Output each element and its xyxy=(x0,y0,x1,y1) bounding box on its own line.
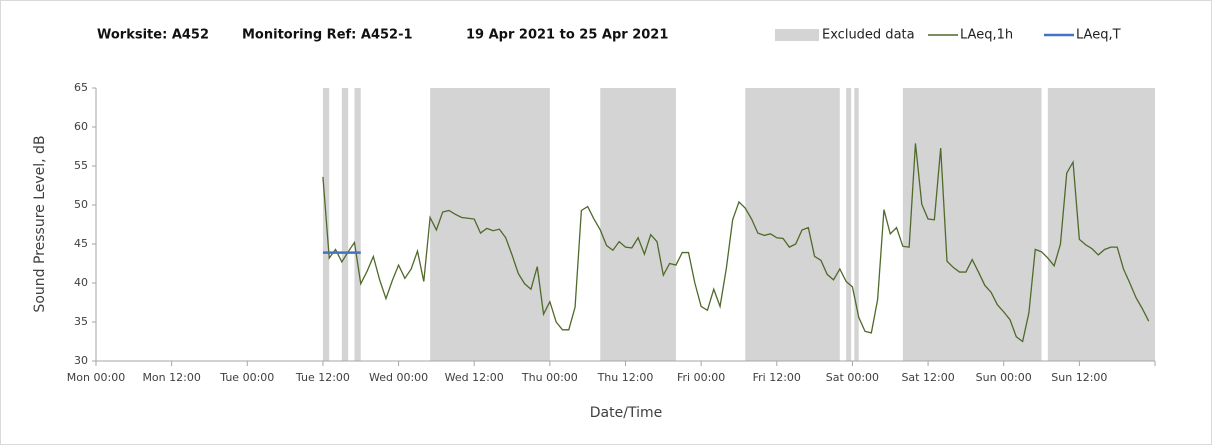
legend-swatch xyxy=(775,29,819,41)
excluded-band xyxy=(854,88,859,361)
x-tick-label: Mon 00:00 xyxy=(67,371,125,384)
x-tick-label: Tue 12:00 xyxy=(295,371,350,384)
legend-label: LAeq,T xyxy=(1076,28,1121,43)
y-tick-label: 45 xyxy=(74,237,88,250)
title-dates: 19 Apr 2021 to 25 Apr 2021 xyxy=(466,28,668,43)
y-tick-label: 60 xyxy=(74,120,88,133)
excluded-band xyxy=(600,88,676,361)
x-tick-label: Sat 12:00 xyxy=(901,371,954,384)
title-worksite: Worksite: A452 xyxy=(97,28,209,43)
x-axis-label: Date/Time xyxy=(590,405,662,421)
y-tick-label: 40 xyxy=(74,276,88,289)
title-ref: Monitoring Ref: A452-1 xyxy=(242,28,413,43)
y-tick-label: 30 xyxy=(74,354,88,367)
x-tick-label: Sun 12:00 xyxy=(1051,371,1107,384)
y-tick-label: 50 xyxy=(74,198,88,211)
x-tick-label: Wed 12:00 xyxy=(445,371,504,384)
y-axis-label: Sound Pressure Level, dB xyxy=(32,135,48,312)
x-tick-label: Fri 12:00 xyxy=(753,371,801,384)
x-tick-label: Thu 00:00 xyxy=(521,371,578,384)
excluded-band xyxy=(846,88,852,361)
excluded-band xyxy=(902,88,1042,361)
excluded-band xyxy=(1047,88,1155,361)
x-tick-label: Thu 12:00 xyxy=(597,371,654,384)
x-tick-label: Sun 00:00 xyxy=(976,371,1032,384)
series-line xyxy=(322,143,1150,343)
y-tick-label: 65 xyxy=(74,81,88,94)
x-tick-label: Tue 00:00 xyxy=(219,371,274,384)
legend-label: LAeq,1h xyxy=(960,28,1013,43)
x-tick-label: Wed 00:00 xyxy=(369,371,428,384)
legend-label: Excluded data xyxy=(822,28,915,43)
y-tick-label: 35 xyxy=(74,315,88,328)
excluded-band xyxy=(745,88,840,361)
excluded-band xyxy=(354,88,361,361)
x-tick-label: Mon 12:00 xyxy=(142,371,200,384)
x-tick-label: Sat 00:00 xyxy=(826,371,879,384)
y-tick-label: 55 xyxy=(74,159,88,172)
excluded-band xyxy=(430,88,550,361)
excluded-band xyxy=(341,88,349,361)
x-tick-label: Fri 00:00 xyxy=(677,371,725,384)
